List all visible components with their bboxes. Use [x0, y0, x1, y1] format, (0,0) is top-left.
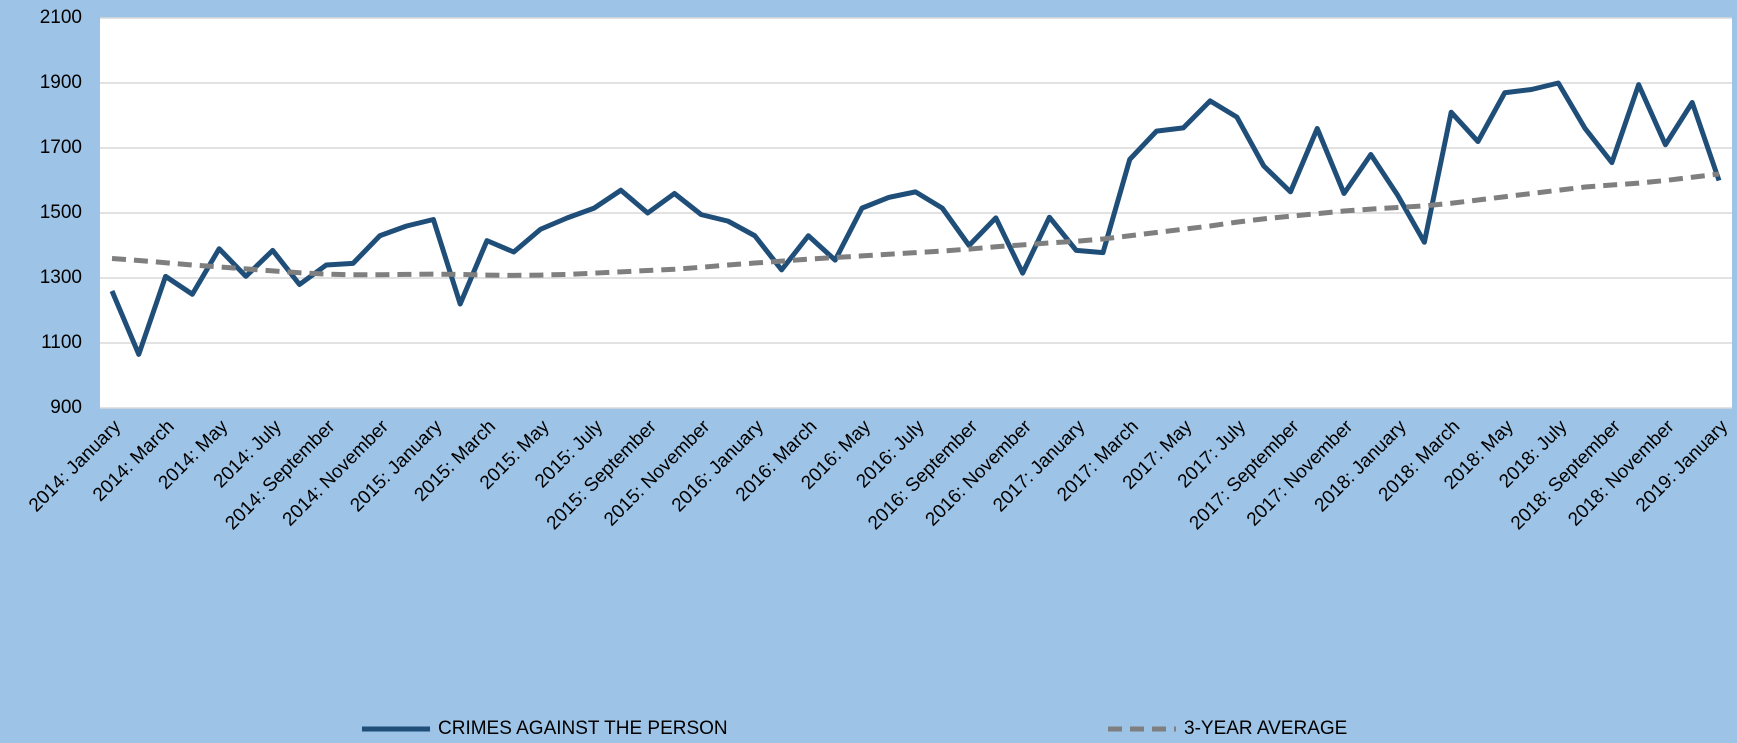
y-tick-label: 900 [50, 397, 82, 418]
y-tick-label: 2100 [40, 7, 82, 28]
x-tick-label: 2015: January [346, 416, 446, 516]
legend-label: 3-YEAR AVERAGE [1184, 718, 1347, 739]
legend-label: CRIMES AGAINST THE PERSON [438, 718, 728, 739]
y-tick-label: 1500 [40, 202, 82, 223]
series-line [109, 80, 1722, 357]
x-tick-label: 2019: January [1632, 416, 1732, 516]
y-tick-label: 1700 [40, 137, 82, 158]
x-tick-label: 2018: January [1311, 416, 1411, 516]
y-tick-label: 1100 [41, 332, 82, 353]
x-tick-label: 2016: January [668, 416, 768, 516]
x-tick-label: 2014: January [25, 416, 125, 516]
series-line [111, 171, 1720, 278]
y-tick-label: 1300 [40, 267, 82, 288]
y-tick-label: 1900 [40, 72, 82, 93]
x-tick-label: 2017: January [989, 416, 1089, 516]
